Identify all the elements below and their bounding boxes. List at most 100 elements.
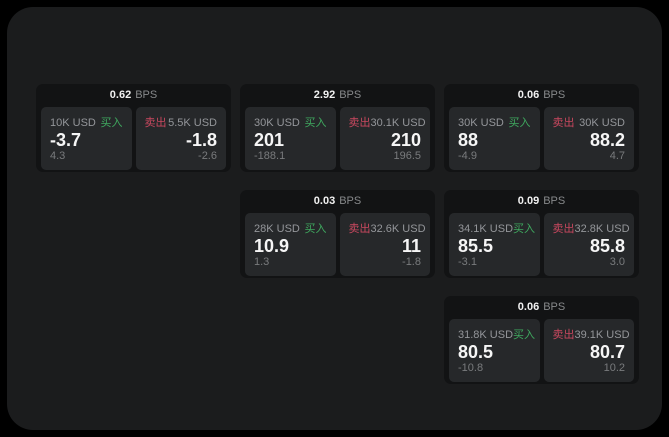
buy-delta: -3.1 <box>458 256 477 268</box>
buy-amount: 10K USD <box>50 117 96 129</box>
buy-tile-top: 10K USD 买入 <box>50 114 123 130</box>
buy-delta: -188.1 <box>254 150 286 162</box>
buy-amount: 30K USD <box>254 117 300 129</box>
buy-delta: 4.3 <box>50 150 66 162</box>
quote-cards-grid: 0.62 BPS 10K USD 买入 -3.7 4.3 卖出 5.5K USD <box>36 84 639 384</box>
sell-delta: -2.6 <box>198 150 217 162</box>
sell-tile-top: 卖出 5.5K USD <box>145 114 218 130</box>
buy-price: -3.7 <box>50 130 82 150</box>
sell-tile-top: 卖出 39.1K USD <box>553 326 630 342</box>
buy-tile-top: 34.1K USD 买入 <box>458 220 535 236</box>
sell-price: -1.8 <box>185 130 217 150</box>
sell-amount: 30K USD <box>579 117 625 129</box>
sell-delta: 4.7 <box>609 150 625 162</box>
sell-delta: 3.0 <box>609 256 625 268</box>
tiles-row: 28K USD 买入 10.9 1.3 卖出 32.6K USD 11 -1.8 <box>240 213 435 281</box>
sell-tile-top: 卖出 30.1K USD <box>348 114 426 130</box>
tiles-row: 30K USD 买入 201 -188.1 卖出 30.1K USD 210 1… <box>240 107 435 175</box>
bps-value: 0.06 <box>517 89 540 101</box>
sell-side-label: 卖出 <box>552 117 575 129</box>
buy-price: 201 <box>254 130 285 150</box>
quote-card-5: 0.09 BPS 34.1K USD 买入 85.5 -3.1 卖出 32.8K… <box>444 190 639 278</box>
buy-amount: 34.1K USD <box>458 223 514 235</box>
bps-value: 0.03 <box>313 195 336 207</box>
bps-unit-label: BPS <box>339 89 362 101</box>
sell-tile-top: 卖出 30K USD <box>553 114 626 130</box>
sell-tile-top: 卖出 32.6K USD <box>348 220 426 236</box>
buy-tile-top: 30K USD 买入 <box>458 114 531 130</box>
sell-tile-top: 卖出 32.8K USD <box>552 220 630 236</box>
buy-price: 80.5 <box>458 342 494 362</box>
tiles-row: 30K USD 买入 88 -4.9 卖出 30K USD 88.2 4.7 <box>444 107 639 175</box>
card-header: 0.06 BPS <box>444 84 639 107</box>
bps-unit-label: BPS <box>543 301 566 313</box>
buy-price: 85.5 <box>458 236 494 256</box>
sell-side-label: 卖出 <box>144 117 167 129</box>
buy-price: 10.9 <box>254 236 290 256</box>
card-header: 0.06 BPS <box>444 296 639 319</box>
sell-tile[interactable]: 卖出 39.1K USD 80.7 10.2 <box>543 319 634 382</box>
sell-amount: 39.1K USD <box>574 329 630 341</box>
sell-side-label: 卖出 <box>552 223 575 235</box>
sell-delta: -1.8 <box>402 256 421 268</box>
buy-tile[interactable]: 31.8K USD 买入 80.5 -10.8 <box>449 319 540 382</box>
sell-price: 210 <box>390 130 421 150</box>
buy-tile-top: 28K USD 买入 <box>254 220 327 236</box>
bps-unit-label: BPS <box>543 195 566 207</box>
sell-side-label: 卖出 <box>348 117 371 129</box>
sell-tile[interactable]: 卖出 32.8K USD 85.8 3.0 <box>543 213 634 276</box>
sell-amount: 32.8K USD <box>574 223 630 235</box>
buy-delta: -4.9 <box>458 150 477 162</box>
buy-delta: -10.8 <box>458 362 484 374</box>
sell-delta: 10.2 <box>603 362 625 374</box>
tiles-row: 31.8K USD 买入 80.5 -10.8 卖出 39.1K USD 80.… <box>444 319 639 387</box>
buy-side-label: 买入 <box>513 329 536 341</box>
sell-price: 80.7 <box>589 342 625 362</box>
buy-side-label: 买入 <box>513 223 536 235</box>
buy-price: 88 <box>458 130 479 150</box>
app-panel: 0.62 BPS 10K USD 买入 -3.7 4.3 卖出 5.5K USD <box>7 7 662 430</box>
bps-unit-label: BPS <box>339 195 362 207</box>
buy-amount: 31.8K USD <box>458 329 514 341</box>
buy-side-label: 买入 <box>304 117 327 129</box>
buy-amount: 28K USD <box>254 223 300 235</box>
quote-card-3: 0.06 BPS 30K USD 买入 88 -4.9 卖出 30K USD <box>444 84 639 172</box>
buy-tile[interactable]: 34.1K USD 买入 85.5 -3.1 <box>449 213 540 276</box>
card-header: 2.92 BPS <box>240 84 435 107</box>
tiles-row: 34.1K USD 买入 85.5 -3.1 卖出 32.8K USD 85.8… <box>444 213 639 281</box>
buy-tile[interactable]: 10K USD 买入 -3.7 4.3 <box>41 107 132 170</box>
quote-card-2: 2.92 BPS 30K USD 买入 201 -188.1 卖出 30.1K … <box>240 84 435 172</box>
sell-tile[interactable]: 卖出 30.1K USD 210 196.5 <box>339 107 430 170</box>
bps-value: 0.06 <box>517 301 540 313</box>
bps-value: 0.62 <box>109 89 132 101</box>
bps-unit-label: BPS <box>135 89 158 101</box>
sell-tile[interactable]: 卖出 5.5K USD -1.8 -2.6 <box>135 107 226 170</box>
sell-side-label: 卖出 <box>348 223 371 235</box>
buy-delta: 1.3 <box>254 256 270 268</box>
buy-tile-top: 31.8K USD 买入 <box>458 326 535 342</box>
buy-amount: 30K USD <box>458 117 504 129</box>
buy-tile[interactable]: 30K USD 买入 201 -188.1 <box>245 107 336 170</box>
sell-tile[interactable]: 卖出 30K USD 88.2 4.7 <box>543 107 634 170</box>
quote-card-4: 0.03 BPS 28K USD 买入 10.9 1.3 卖出 32.6K US… <box>240 190 435 278</box>
quote-card-6: 0.06 BPS 31.8K USD 买入 80.5 -10.8 卖出 39.1… <box>444 296 639 384</box>
card-header: 0.03 BPS <box>240 190 435 213</box>
bps-unit-label: BPS <box>543 89 566 101</box>
sell-price: 11 <box>401 236 421 256</box>
tiles-row: 10K USD 买入 -3.7 4.3 卖出 5.5K USD -1.8 -2.… <box>36 107 231 175</box>
quote-card-1: 0.62 BPS 10K USD 买入 -3.7 4.3 卖出 5.5K USD <box>36 84 231 172</box>
sell-amount: 30.1K USD <box>370 117 426 129</box>
sell-tile[interactable]: 卖出 32.6K USD 11 -1.8 <box>339 213 430 276</box>
sell-price: 85.8 <box>589 236 625 256</box>
bps-value: 2.92 <box>313 89 336 101</box>
card-header: 0.62 BPS <box>36 84 231 107</box>
buy-tile[interactable]: 28K USD 买入 10.9 1.3 <box>245 213 336 276</box>
sell-amount: 5.5K USD <box>168 117 217 129</box>
buy-side-label: 买入 <box>304 223 327 235</box>
sell-price: 88.2 <box>589 130 625 150</box>
buy-tile-top: 30K USD 买入 <box>254 114 327 130</box>
sell-delta: 196.5 <box>393 150 421 162</box>
sell-amount: 32.6K USD <box>370 223 426 235</box>
card-header: 0.09 BPS <box>444 190 639 213</box>
buy-tile[interactable]: 30K USD 买入 88 -4.9 <box>449 107 540 170</box>
